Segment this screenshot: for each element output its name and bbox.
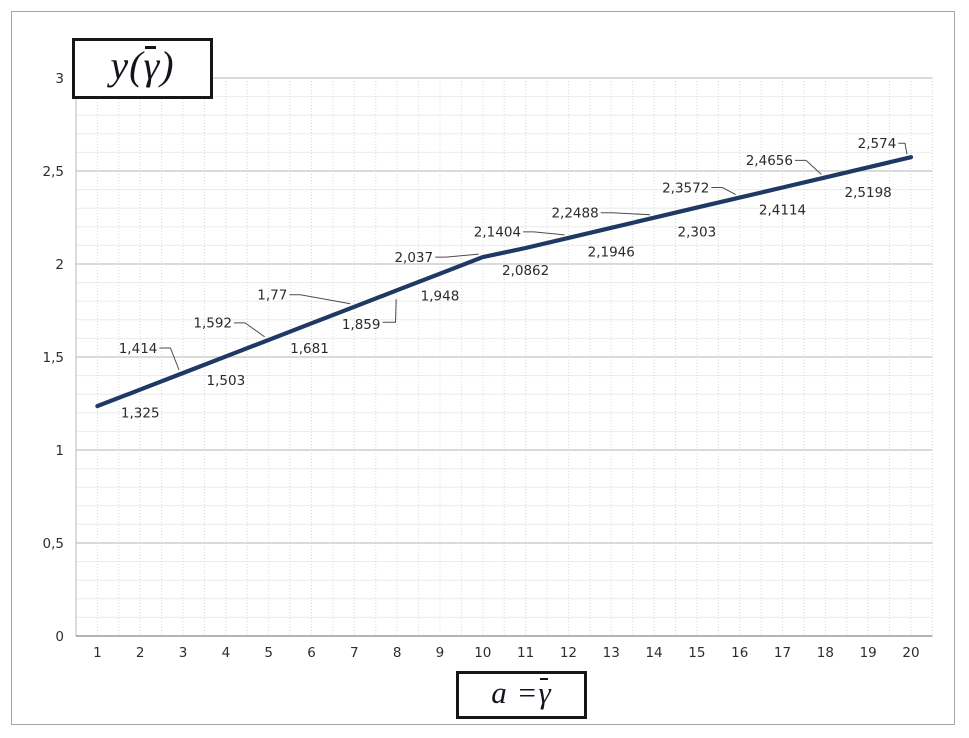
- y-tick-label: 0: [55, 629, 64, 645]
- leader-line: [382, 299, 397, 323]
- x-axis-title-box: a = γ: [456, 671, 587, 719]
- x-axis-title-pre: a =: [491, 675, 539, 710]
- point-label: 2,5198: [845, 185, 892, 201]
- point-label: 2,303: [678, 224, 717, 240]
- y-tick-label: 2: [55, 257, 64, 273]
- point-label: 2,0862: [502, 263, 549, 279]
- y-tick-label: 3: [55, 71, 64, 87]
- x-tick-label: 4: [222, 645, 231, 661]
- x-tick-label: 7: [350, 645, 359, 661]
- leader-line: [795, 159, 822, 175]
- x-tick-label: 12: [560, 645, 577, 661]
- point-label: 2,574: [858, 136, 897, 152]
- point-label: 1,681: [290, 341, 329, 357]
- point-label: 1,414: [119, 341, 158, 357]
- x-tick-label: 17: [774, 645, 791, 661]
- x-tick-label: 1: [93, 645, 102, 661]
- x-tick-label: 14: [645, 645, 662, 661]
- x-tick-label: 19: [860, 645, 877, 661]
- point-label: 2,2488: [551, 206, 598, 222]
- y-tick-label: 1: [55, 443, 64, 459]
- x-tick-label: 8: [393, 645, 402, 661]
- point-label: 2,1404: [474, 225, 521, 241]
- leader-line: [159, 347, 180, 371]
- y-axis-title-box: y(γ): [72, 38, 213, 99]
- point-label: 2,1946: [588, 245, 635, 261]
- x-tick-label: 6: [307, 645, 316, 661]
- x-tick-label: 2: [136, 645, 145, 661]
- x-tick-label: 3: [179, 645, 188, 661]
- leader-line: [523, 231, 565, 236]
- y-axis-title-post: ): [160, 43, 175, 88]
- x-tick-label: 20: [902, 645, 919, 661]
- point-label: 1,503: [207, 373, 246, 389]
- gamma-bar-symbol: γ: [143, 43, 161, 88]
- x-tick-label: 16: [731, 645, 748, 661]
- leader-line: [234, 322, 265, 338]
- point-label: 1,948: [421, 288, 460, 304]
- gamma-bar-symbol: γ: [538, 675, 552, 710]
- y-tick-label: 2,5: [43, 164, 64, 180]
- x-tick-label: 13: [603, 645, 620, 661]
- point-label: 2,037: [394, 250, 433, 266]
- leader-line: [435, 253, 479, 258]
- y-axis-title-pre: y(: [110, 43, 144, 88]
- x-tick-label: 9: [436, 645, 445, 661]
- leader-line: [289, 294, 351, 305]
- point-label: 1,859: [342, 317, 381, 333]
- point-label: 1,325: [121, 405, 160, 421]
- point-label: 2,3572: [662, 180, 709, 196]
- series-line: [95, 155, 914, 409]
- point-label: 2,4114: [759, 202, 806, 218]
- point-label: 2,4656: [746, 153, 793, 169]
- x-tick-label: 11: [517, 645, 534, 661]
- y-tick-label: 0,5: [43, 536, 64, 552]
- x-tick-label: 10: [474, 645, 491, 661]
- x-tick-label: 15: [688, 645, 705, 661]
- leader-line: [600, 212, 651, 216]
- x-tick-label: 5: [264, 645, 273, 661]
- leader-line: [711, 187, 736, 196]
- x-tick-label: 18: [817, 645, 834, 661]
- leader-line: [898, 142, 908, 155]
- point-label: 1,77: [257, 288, 287, 304]
- point-label: 1,592: [193, 316, 232, 332]
- y-tick-label: 1,5: [43, 350, 64, 366]
